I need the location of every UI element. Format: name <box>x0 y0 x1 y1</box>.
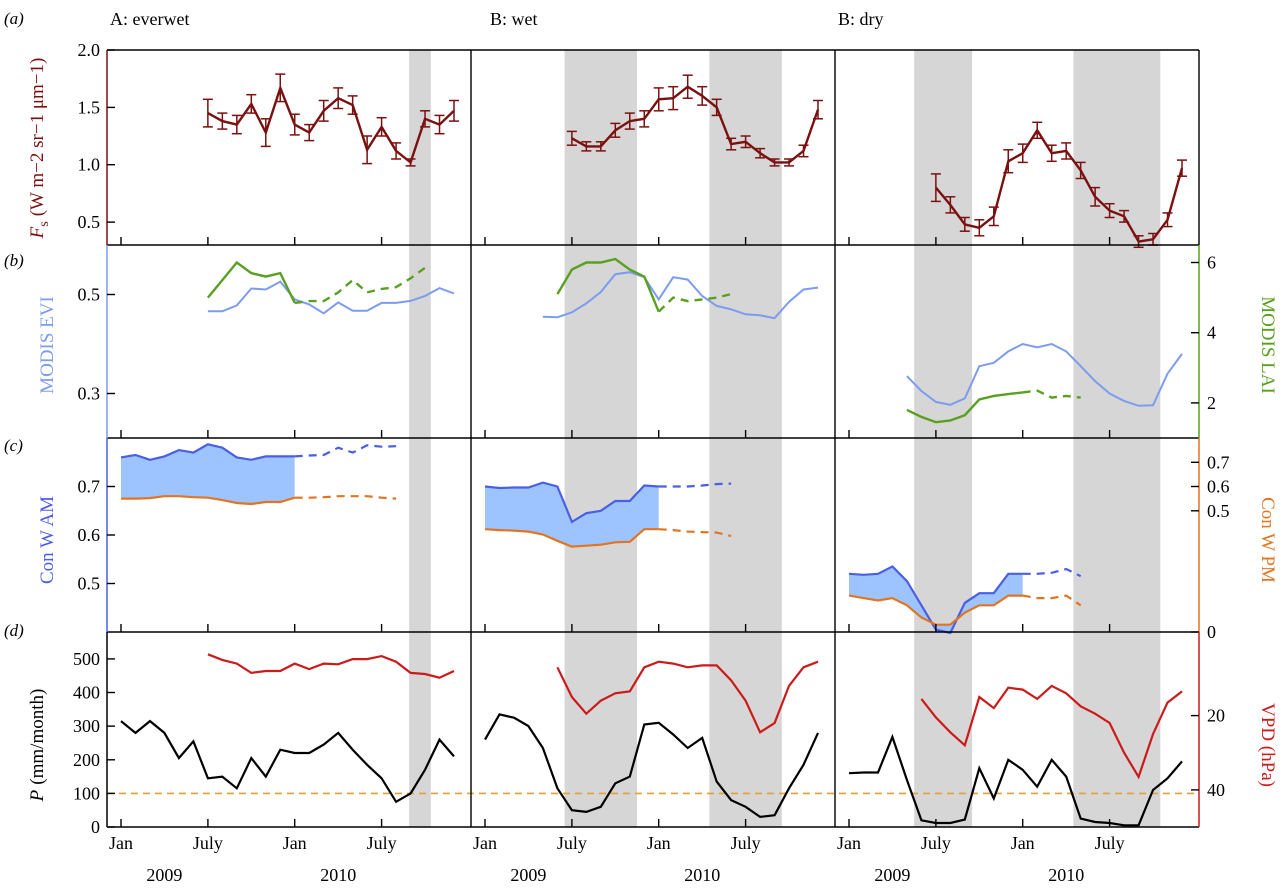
y-tick-label-precip-5: 500 <box>73 649 100 669</box>
x-tick-label-0-1: July <box>193 833 223 853</box>
region-title-wet: B: wet <box>490 9 538 29</box>
y-tick-label-con-2: 0.7 <box>78 477 101 497</box>
y-tick-label-con_pm-3: 0.7 <box>1207 452 1230 472</box>
con-am-line-dashed-0 <box>294 444 397 458</box>
ylabel-lai: MODIS LAI <box>1257 296 1278 394</box>
x-tick-label-2-2: Jan <box>1011 833 1035 853</box>
precip-line-1 <box>484 713 820 819</box>
fs-line-2 <box>934 128 1184 243</box>
y-tick-label-evi-0: 0.3 <box>78 384 101 404</box>
y-tick-label-con_pm-1: 0.5 <box>1207 501 1230 521</box>
panel-frames <box>107 49 1200 828</box>
x-tick-label-1-1: July <box>557 833 587 853</box>
evi-line-0 <box>207 280 455 315</box>
x-tick-label-1-3: July <box>731 833 761 853</box>
y-tick-label-vpd-0: 40 <box>1207 780 1225 800</box>
y-tick-label-precip-2: 200 <box>73 750 100 770</box>
ylabel-fs-symbol: F <box>27 226 48 239</box>
y-tick-label-lai-0: 2 <box>1207 393 1216 413</box>
axes-layer: 0.51.01.52.00.30.50.50.60.70100200300400… <box>73 40 1230 885</box>
x-tick-label-1-2: Jan <box>647 833 671 853</box>
panel-label-c: (c) <box>4 436 23 455</box>
y-tick-label-vpd-1: 20 <box>1207 706 1225 726</box>
con-pm-line-dashed-0 <box>294 495 397 500</box>
con-pm-line-1 <box>484 528 659 548</box>
year-label-2009-1: 2009 <box>510 865 546 885</box>
con-am-line-0 <box>120 443 295 461</box>
ylabel-evi: MODIS EVI <box>37 296 58 394</box>
region-title-everwet: A: everwet <box>110 9 189 29</box>
lai-line-dashed-0 <box>294 266 426 305</box>
x-tick-label-0-0: Jan <box>109 833 133 853</box>
year-label-2009-0: 2009 <box>146 865 182 885</box>
con-pm-line-0 <box>121 495 296 506</box>
con-am-line-1 <box>484 481 659 524</box>
y-tick-label-precip-1: 100 <box>73 783 100 803</box>
con-pm-line-dashed-1 <box>658 528 732 538</box>
x-tick-label-0-2: Jan <box>283 833 307 853</box>
y-tick-label-fs-0: 0.5 <box>78 212 101 232</box>
con-gap-fill-0 <box>121 444 295 504</box>
precip-line-2 <box>848 733 1183 827</box>
y-tick-label-con-0: 0.5 <box>78 574 101 594</box>
y-tick-label-precip-4: 400 <box>73 683 100 703</box>
ylabel-vpd: VPD (hPa) <box>1257 703 1278 787</box>
y-tick-label-lai-1: 4 <box>1207 323 1216 343</box>
y-tick-label-precip-0: 0 <box>91 817 100 837</box>
con-am-line-dashed-1 <box>658 482 732 488</box>
y-tick-label-lai-2: 6 <box>1207 253 1216 273</box>
y-tick-label-precip-3: 300 <box>73 716 100 736</box>
year-label-2010-2: 2010 <box>1048 865 1084 885</box>
year-label-2009-2: 2009 <box>874 865 910 885</box>
fs-line-0 <box>207 84 455 165</box>
x-tick-label-1-0: Jan <box>473 833 497 853</box>
panel-label-d: (d) <box>4 621 24 640</box>
y-tick-label-con-1: 0.6 <box>78 525 101 545</box>
ylabel-precip-symbol: P <box>27 789 48 802</box>
evi-line-2 <box>906 342 1183 407</box>
evi-line-1 <box>542 271 819 320</box>
panel-label-b: (b) <box>4 251 24 270</box>
y-tick-label-con_pm-2: 0.6 <box>1207 477 1230 497</box>
ylabel-con-pm: Con W PM <box>1257 497 1278 583</box>
vpd-line-0 <box>207 653 455 679</box>
precip-line-0 <box>120 719 455 804</box>
ylabel-con-am: Con W AM <box>37 496 58 584</box>
series-layer <box>107 73 1199 827</box>
panel-label-a: (a) <box>4 9 24 28</box>
lai-line-2 <box>906 391 1023 424</box>
vpd-line-1 <box>556 660 819 734</box>
con-pm-line-dashed-2 <box>1022 594 1082 607</box>
ylabel-precip-unit: (mm/month) <box>27 689 48 785</box>
y-tick-label-con_pm-0: 0 <box>1207 622 1216 642</box>
y-tick-label-evi-1: 0.5 <box>78 285 101 305</box>
year-label-2010-1: 2010 <box>684 865 720 885</box>
y-tick-label-fs-3: 2.0 <box>78 40 101 60</box>
x-tick-label-2-1: July <box>921 833 951 853</box>
x-tick-label-0-3: July <box>367 833 397 853</box>
lai-line-1 <box>556 257 660 313</box>
region-title-dry: B: dry <box>838 9 884 29</box>
y-tick-label-fs-2: 1.5 <box>78 97 101 117</box>
con-gap-fill-2 <box>849 566 1023 633</box>
x-tick-label-2-0: Jan <box>837 833 861 853</box>
x-tick-label-2-3: July <box>1095 833 1125 853</box>
lai-line-dashed-1 <box>657 292 732 313</box>
year-label-2010-0: 2010 <box>320 865 356 885</box>
ylabel-precip: P (mm/month) <box>27 689 48 803</box>
ylabel-fs-sub: s <box>37 221 52 226</box>
vpd-line-2 <box>920 684 1183 780</box>
y-tick-label-fs-1: 1.0 <box>78 155 101 175</box>
lai-line-0 <box>206 260 296 304</box>
ylabel-fs: Fs (W m−2 sr−1 μm−1) <box>27 58 52 240</box>
lai-line-dashed-2 <box>1022 389 1081 399</box>
con-am-line-dashed-2 <box>1022 567 1082 578</box>
fs-line-1 <box>571 85 820 164</box>
ylabel-fs-unit: (W m−2 sr−1 μm−1) <box>27 58 48 217</box>
